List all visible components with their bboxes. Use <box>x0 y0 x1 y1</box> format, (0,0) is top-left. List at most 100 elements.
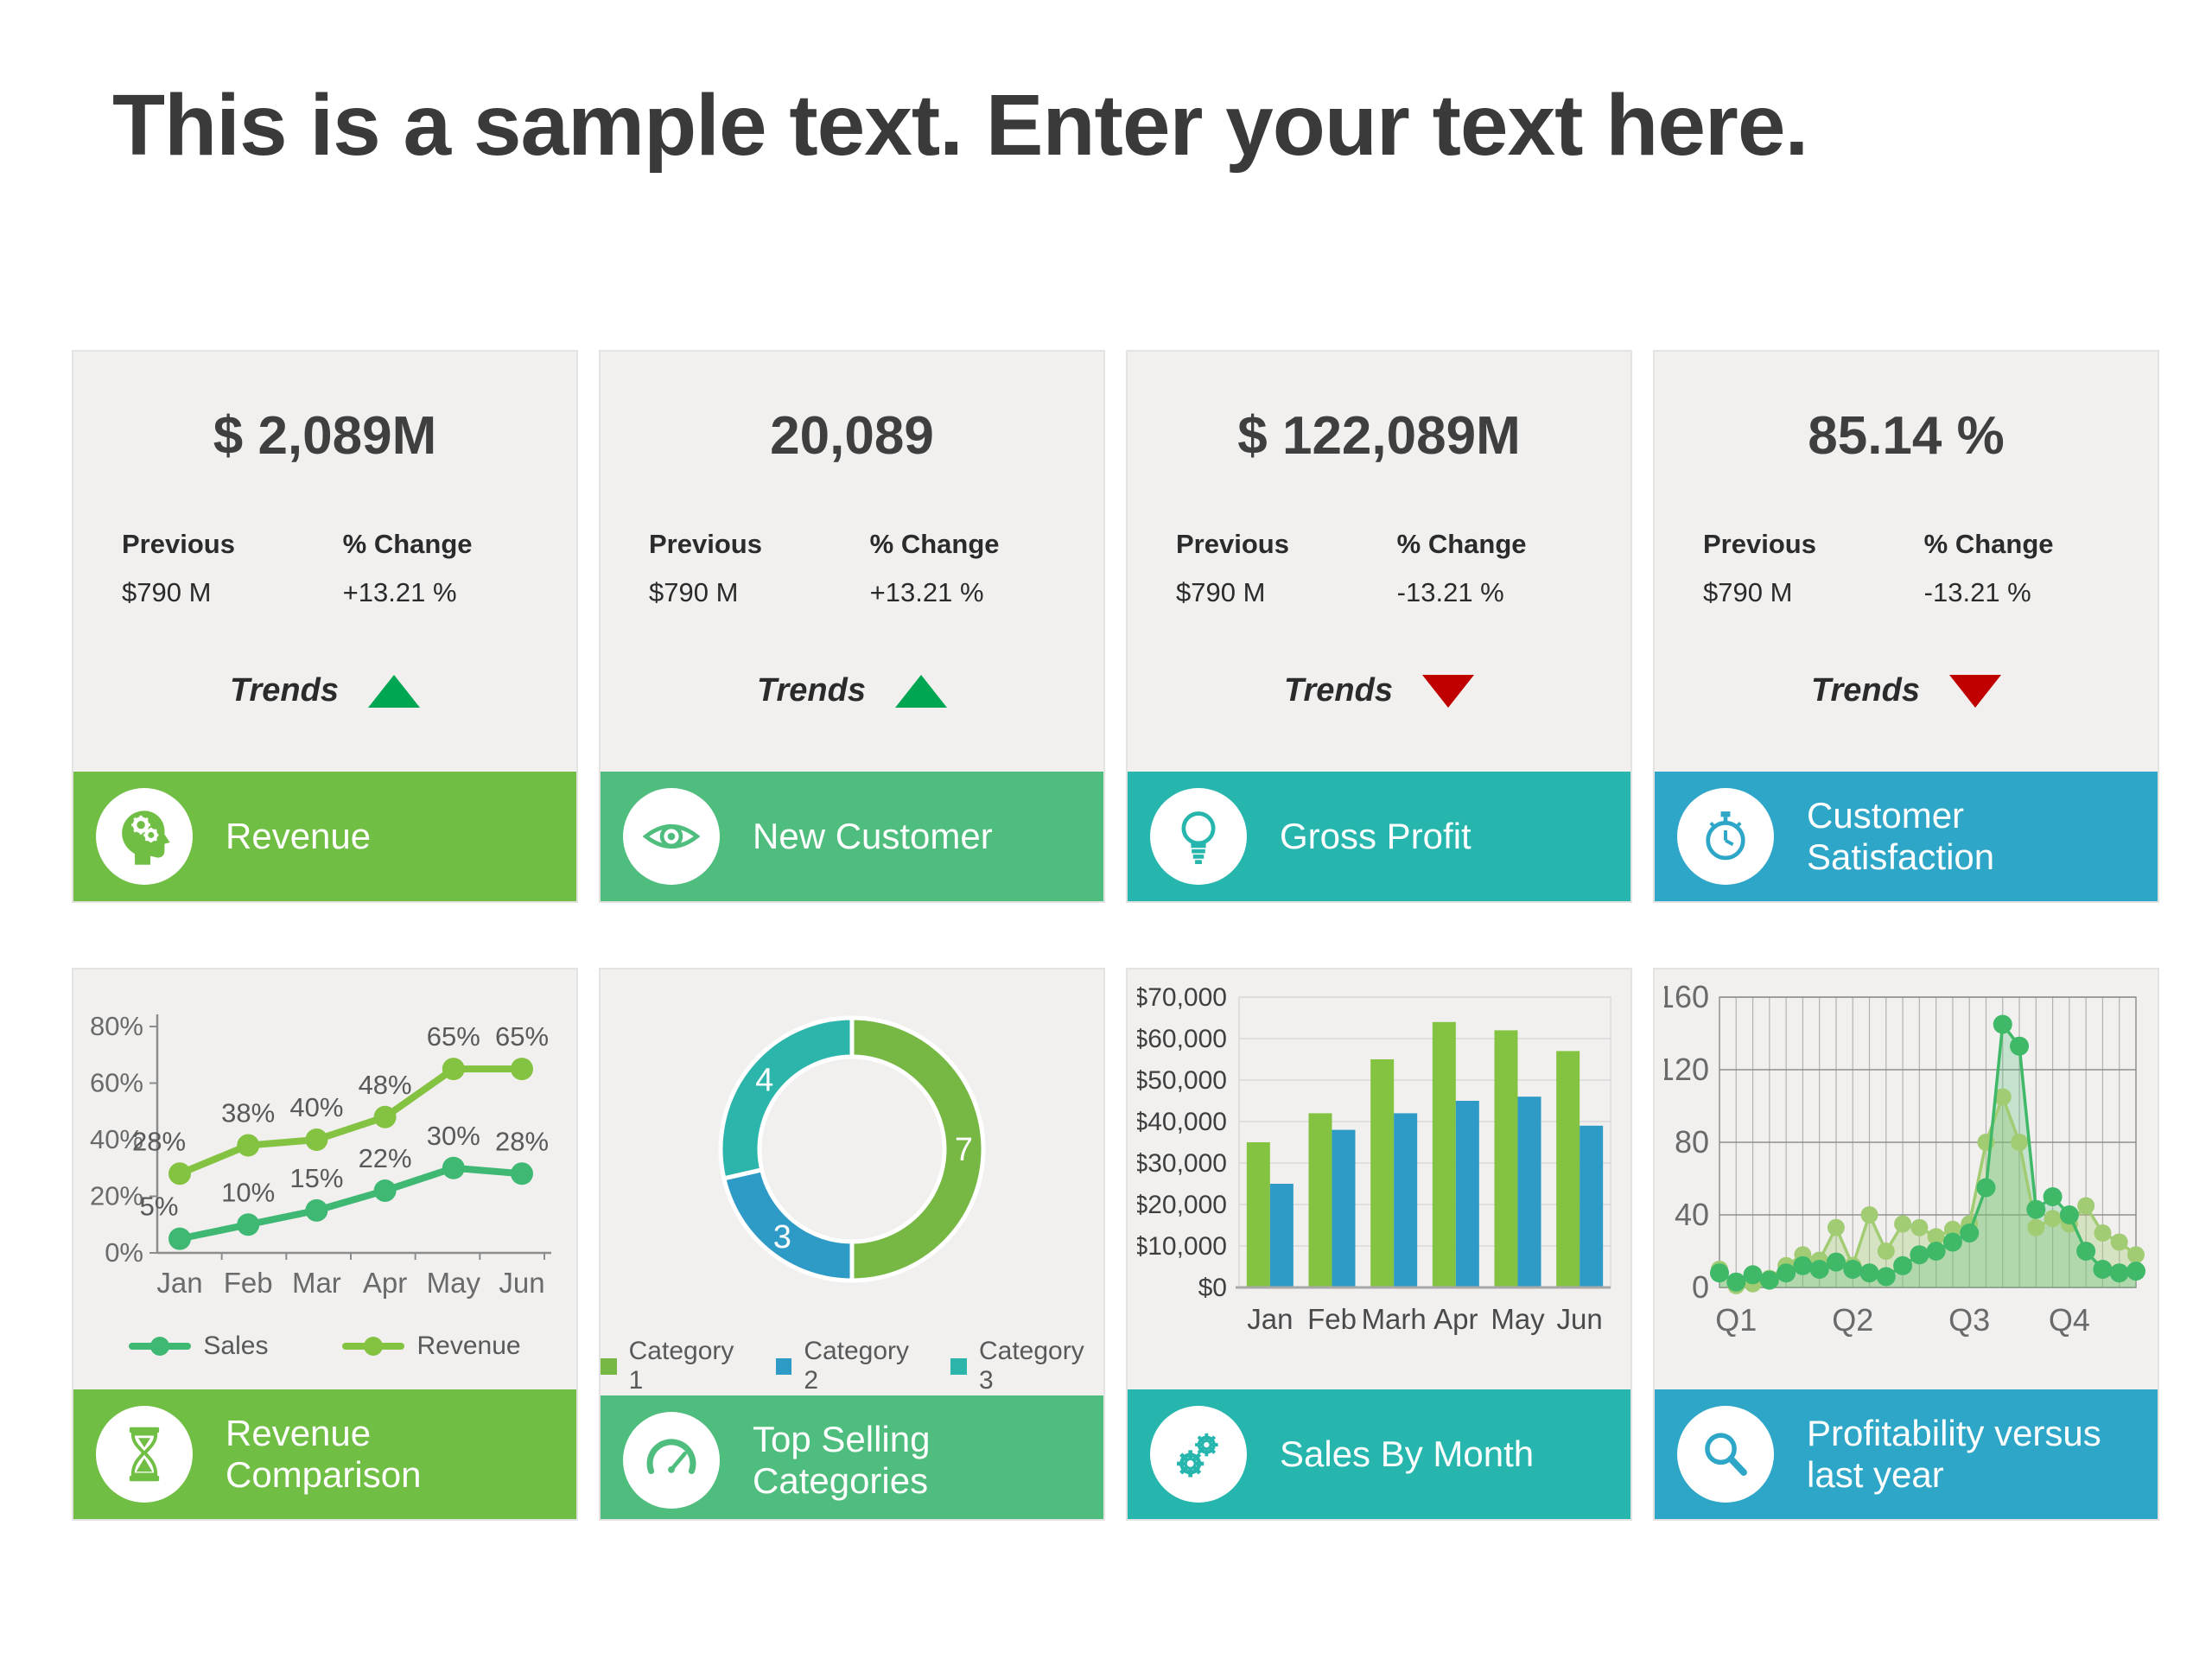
kpi-card-gross-profit: $ 122,089M Previous $790 M % Change -13.… <box>1126 350 1632 903</box>
kpi-detail-row: Previous $790 M % Change -13.21 % <box>1128 529 1630 608</box>
svg-text:Marh: Marh <box>1362 1303 1427 1335</box>
svg-text:65%: 65% <box>495 1021 549 1052</box>
chart-card-revenue-comparison: 0% 20% 40% 60% 80% Jan Feb Mar Apr May Jun 5% 10% 15%… <box>72 968 578 1521</box>
change-label: % Change <box>1396 529 1527 559</box>
svg-text:80: 80 <box>1675 1124 1709 1160</box>
previous-value: $790 M <box>122 577 212 607</box>
magnifier-icon <box>1677 1406 1774 1503</box>
svg-text:28%: 28% <box>495 1126 549 1156</box>
trends-label: Trends <box>1810 672 1920 709</box>
change-value: -13.21 % <box>1396 577 1504 607</box>
kpi-footer-label: Gross Profit <box>1280 815 1471 856</box>
chart-body: 0 40 80 120 160 Q1 Q2 Q3 Q4 <box>1655 969 2158 1389</box>
previous-label: Previous <box>1176 529 1289 559</box>
legend-item: Category 2 <box>775 1337 929 1395</box>
svg-text:$0: $0 <box>1198 1274 1227 1302</box>
trend-up-icon <box>895 674 947 708</box>
svg-text:Jun: Jun <box>1557 1303 1603 1335</box>
legend-item: Category 1 <box>601 1337 753 1395</box>
svg-text:Jun: Jun <box>499 1267 544 1299</box>
svg-text:38%: 38% <box>221 1098 275 1128</box>
trends-label: Trends <box>1283 672 1393 709</box>
change-label: % Change <box>869 529 1000 559</box>
svg-text:May: May <box>427 1267 481 1299</box>
svg-text:28%: 28% <box>132 1126 186 1156</box>
svg-text:Jan: Jan <box>1247 1303 1293 1335</box>
kpi-value: $ 2,089M <box>213 406 437 466</box>
kpi-card-customer-satisfaction: 85.14 % Previous $790 M % Change -13.21 … <box>1653 350 2159 903</box>
trend-down-icon <box>1422 674 1474 708</box>
svg-text:40%: 40% <box>90 1124 143 1154</box>
svg-text:80%: 80% <box>90 1011 143 1041</box>
kpi-detail-row: Previous $790 M % Change +13.21 % <box>73 529 576 608</box>
kpi-detail-row: Previous $790 M % Change +13.21 % <box>601 529 1103 608</box>
chart-card-profitability: 0 40 80 120 160 Q1 Q2 Q3 Q4 Profitability versus… <box>1653 968 2159 1521</box>
trends-label: Trends <box>756 672 866 709</box>
chart-body: $0 $10,000 $20,000 $30,000 $40,000 $50,000 $60… <box>1128 969 1630 1389</box>
card-footer-top-selling-categories: Top Selling Categories <box>601 1395 1103 1519</box>
kpi-detail-row: Previous $790 M % Change -13.21 % <box>1655 529 2158 608</box>
revenue-comparison-line-chart: 0% 20% 40% 60% 80% Jan Feb Mar Apr May Jun 5% 10% 15%… <box>83 978 567 1326</box>
donut-chart-legend: Category 1 Category 2 Category 3 <box>601 1337 1103 1395</box>
trends-row: Trends <box>1655 672 2158 709</box>
svg-text:0%: 0% <box>105 1237 143 1268</box>
kpi-body: $ 122,089M Previous $790 M % Change -13.… <box>1128 352 1630 772</box>
svg-text:4: 4 <box>755 1062 773 1098</box>
change-label: % Change <box>342 529 473 559</box>
legend-item: Sales <box>129 1332 268 1361</box>
svg-text:$10,000: $10,000 <box>1137 1232 1227 1261</box>
card-footer-revenue: Revenue <box>73 772 576 901</box>
svg-text:Apr: Apr <box>363 1267 407 1299</box>
trend-up-icon <box>368 674 420 708</box>
change-label: % Change <box>1923 529 2054 559</box>
svg-text:40: 40 <box>1675 1197 1709 1232</box>
card-footer-sales-by-month: Sales By Month <box>1128 1389 1630 1519</box>
chart-body: 0% 20% 40% 60% 80% Jan Feb Mar Apr May Jun 5% 10% 15%… <box>73 969 576 1389</box>
svg-text:Jan: Jan <box>156 1267 202 1299</box>
svg-text:0: 0 <box>1692 1269 1709 1305</box>
svg-text:Q1: Q1 <box>1715 1302 1757 1338</box>
svg-text:7: 7 <box>955 1132 973 1168</box>
kpi-value: 20,089 <box>770 406 934 466</box>
kpi-footer-label: Customer Satisfaction <box>1807 794 1995 877</box>
kpi-body: 20,089 Previous $790 M % Change +13.21 %… <box>601 352 1103 772</box>
svg-text:120: 120 <box>1664 1052 1709 1087</box>
svg-text:10%: 10% <box>221 1177 275 1207</box>
change-value: +13.21 % <box>869 577 984 607</box>
trends-row: Trends <box>73 672 576 709</box>
stopwatch-icon <box>1677 788 1774 885</box>
svg-text:22%: 22% <box>359 1143 412 1173</box>
chart-footer-label: Top Selling Categories <box>753 1418 931 1501</box>
trends-label: Trends <box>229 672 339 709</box>
chart-footer-label: Profitability versus last year <box>1807 1412 2101 1495</box>
line-chart-legend: Sales Revenue <box>129 1332 521 1361</box>
kpi-value: $ 122,089M <box>1237 406 1521 466</box>
svg-text:60%: 60% <box>90 1068 143 1098</box>
svg-text:Q4: Q4 <box>2049 1302 2090 1338</box>
svg-text:160: 160 <box>1664 979 1709 1014</box>
svg-text:Mar: Mar <box>292 1267 341 1299</box>
svg-text:Q3: Q3 <box>1948 1302 1990 1338</box>
previous-label: Previous <box>1703 529 1816 559</box>
card-footer-profitability: Profitability versus last year <box>1655 1389 2158 1519</box>
svg-text:20%: 20% <box>90 1181 143 1211</box>
hourglass-icon <box>96 1406 193 1503</box>
svg-text:Q2: Q2 <box>1832 1302 1873 1338</box>
svg-text:65%: 65% <box>427 1021 480 1052</box>
legend-item: Revenue <box>342 1332 521 1361</box>
kpi-footer-label: Revenue <box>226 815 372 856</box>
svg-text:$70,000: $70,000 <box>1137 983 1227 1012</box>
svg-text:40%: 40% <box>289 1092 343 1122</box>
trends-row: Trends <box>601 672 1103 709</box>
kpi-body: $ 2,089M Previous $790 M % Change +13.21… <box>73 352 576 772</box>
svg-text:$30,000: $30,000 <box>1137 1149 1227 1178</box>
card-footer-gross-profit: Gross Profit <box>1128 772 1630 901</box>
change-value: +13.21 % <box>342 577 457 607</box>
trends-row: Trends <box>1128 672 1630 709</box>
svg-text:Feb: Feb <box>224 1267 273 1299</box>
previous-value: $790 M <box>649 577 739 607</box>
previous-value: $790 M <box>1703 577 1793 607</box>
previous-label: Previous <box>649 529 762 559</box>
svg-text:Apr: Apr <box>1433 1303 1478 1335</box>
top-selling-categories-donut-chart: 7 3 4 <box>610 978 1094 1332</box>
